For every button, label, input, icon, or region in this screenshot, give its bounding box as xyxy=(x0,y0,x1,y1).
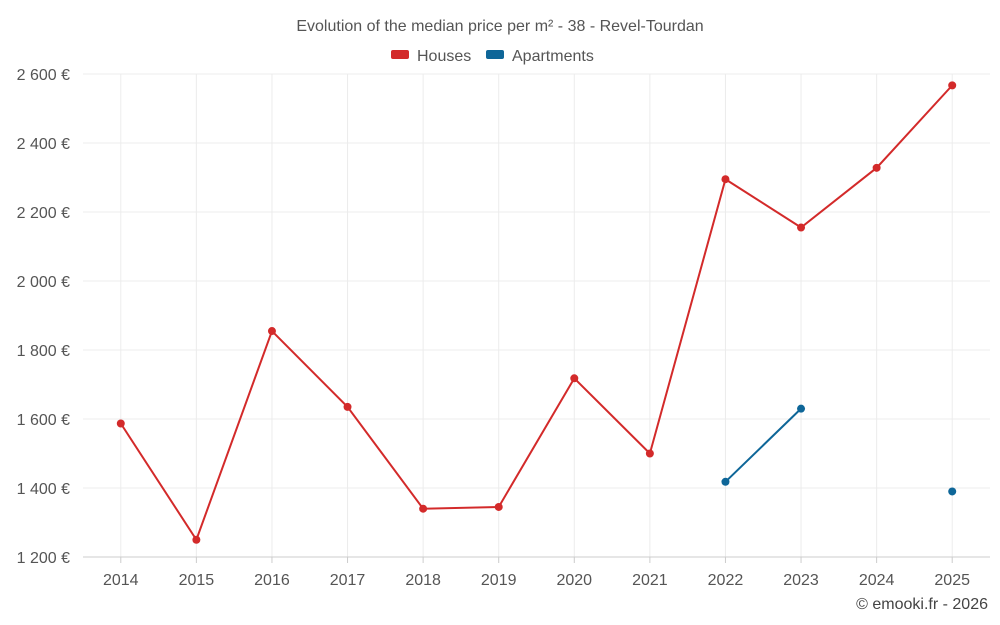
data-point-houses-2022[interactable] xyxy=(721,175,730,184)
legend-swatch-apartments xyxy=(486,50,504,59)
y-tick-label: 1 200 € xyxy=(17,550,70,567)
x-tick-label: 2018 xyxy=(405,572,441,589)
legend-label-houses: Houses xyxy=(417,48,471,65)
y-tick-label: 2 200 € xyxy=(17,205,70,222)
series-line-apartments xyxy=(724,407,802,483)
data-point-houses-2017[interactable] xyxy=(343,402,352,411)
x-tick-label: 2024 xyxy=(859,572,895,589)
series-apartments xyxy=(721,404,957,496)
x-tick-label: 2015 xyxy=(179,572,215,589)
x-tick-label: 2022 xyxy=(708,572,744,589)
data-point-houses-2018[interactable] xyxy=(419,504,428,513)
legend-label-apartments: Apartments xyxy=(512,48,594,65)
y-tick-label: 1 600 € xyxy=(17,412,70,429)
data-point-houses-2015[interactable] xyxy=(192,535,201,544)
series-line-houses xyxy=(119,84,953,542)
data-point-houses-2019[interactable] xyxy=(494,502,503,511)
x-tick-label: 2016 xyxy=(254,572,290,589)
legend-item-houses[interactable]: Houses xyxy=(391,48,471,65)
axes: 1 200 € 1 400 € 1 600 € 1 800 € 2 000 € 2 200… xyxy=(17,67,990,589)
x-tick-label: 2019 xyxy=(481,572,517,589)
y-tick-label: 1 400 € xyxy=(17,481,70,498)
credit-text: © emooki.fr - 2026 xyxy=(856,596,988,613)
x-tick-label: 2017 xyxy=(330,572,366,589)
legend-item-apartments[interactable]: Apartments xyxy=(486,48,594,65)
data-point-houses-2023[interactable] xyxy=(797,223,806,232)
x-tick-label: 2025 xyxy=(934,572,970,589)
x-tick-label: 2014 xyxy=(103,572,139,589)
series xyxy=(116,81,957,544)
y-tick-label: 1 800 € xyxy=(17,343,70,360)
x-tick-label: 2023 xyxy=(783,572,819,589)
y-tick-label: 2 000 € xyxy=(17,274,70,291)
x-tick-label: 2021 xyxy=(632,572,668,589)
data-point-houses-2020[interactable] xyxy=(570,374,579,383)
legend: Houses Apartments xyxy=(391,48,594,65)
data-point-houses-2025[interactable] xyxy=(948,81,957,90)
series-houses xyxy=(116,81,957,544)
data-point-houses-2016[interactable] xyxy=(267,327,276,336)
y-tick-label: 2 600 € xyxy=(17,67,70,84)
data-point-houses-2021[interactable] xyxy=(645,449,654,458)
x-tick-label: 2020 xyxy=(556,572,592,589)
data-point-apartments-2023[interactable] xyxy=(797,404,806,413)
gridlines xyxy=(83,73,990,557)
data-point-apartments-2025[interactable] xyxy=(948,487,957,496)
chart-title: Evolution of the median price per m² - 3… xyxy=(296,18,703,35)
legend-swatch-houses xyxy=(391,50,409,59)
y-tick-label: 2 400 € xyxy=(17,136,70,153)
data-point-apartments-2022[interactable] xyxy=(721,477,730,486)
data-point-houses-2024[interactable] xyxy=(872,163,881,172)
data-point-houses-2014[interactable] xyxy=(116,419,125,428)
